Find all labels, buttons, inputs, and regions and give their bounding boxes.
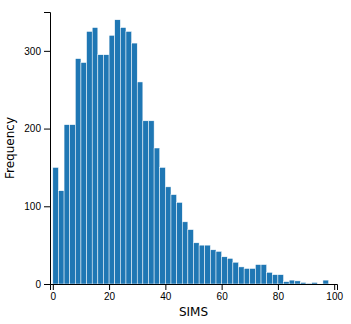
bar [75, 59, 81, 284]
bar [165, 187, 171, 284]
bar [284, 282, 290, 284]
bar [278, 275, 284, 284]
y-axis-line [44, 13, 51, 285]
bar [312, 282, 318, 284]
bar [199, 245, 205, 284]
y-tick-label: 100 [24, 201, 41, 212]
bar [300, 282, 306, 284]
bar [132, 43, 138, 284]
bar [58, 191, 64, 284]
x-tick-label: 80 [273, 291, 285, 302]
y-tick-mark [44, 206, 50, 207]
bar [98, 55, 104, 284]
bar [143, 121, 149, 284]
bar [306, 283, 312, 284]
y-tick: 100 [24, 201, 50, 212]
bar [233, 262, 239, 284]
y-axis: 0 100 200 300 [24, 13, 50, 290]
y-tick: 300 [24, 46, 50, 57]
x-tick: 0 [51, 284, 57, 302]
chart: 0 20 40 60 80 100 0 100 200 300 SIMS Frequency [0, 0, 351, 324]
bar [250, 268, 256, 284]
x-tick-mark [278, 284, 279, 290]
bar [210, 250, 216, 284]
bar [70, 125, 76, 284]
bar [222, 257, 228, 284]
x-axis: 0 20 40 60 80 100 [51, 284, 344, 302]
x-tick-mark [109, 284, 110, 290]
bar [64, 125, 70, 284]
bar [194, 243, 200, 284]
x-axis-title: SIMS [179, 305, 208, 319]
bar [120, 28, 126, 284]
bar [137, 82, 143, 284]
bars [53, 20, 329, 284]
bar [261, 265, 267, 284]
bar [87, 31, 93, 284]
bar [154, 148, 160, 284]
y-tick-label: 200 [24, 123, 41, 134]
bar [227, 258, 233, 284]
x-axis-line [51, 285, 338, 291]
y-tick: 0 [35, 279, 50, 290]
y-tick-mark [44, 51, 50, 52]
bar [239, 267, 245, 284]
bar [216, 251, 222, 284]
x-tick-label: 20 [104, 291, 116, 302]
y-tick-label: 0 [35, 279, 41, 290]
y-tick-mark [44, 284, 50, 285]
x-tick: 60 [217, 284, 229, 302]
bar [188, 230, 194, 284]
x-tick-mark [165, 284, 166, 290]
x-tick-label: 60 [217, 291, 229, 302]
x-tick: 20 [104, 284, 116, 302]
bar [177, 202, 183, 284]
bar [205, 245, 211, 284]
y-tick: 200 [24, 123, 50, 134]
bar [148, 121, 154, 284]
bar [317, 284, 323, 285]
bar [267, 272, 273, 284]
y-tick-mark [44, 129, 50, 130]
x-tick-label: 100 [326, 291, 343, 302]
bar [182, 222, 188, 284]
bar [103, 55, 109, 284]
bar [255, 265, 261, 284]
bar [126, 31, 132, 284]
x-tick-label: 0 [51, 291, 57, 302]
bar [92, 28, 98, 284]
bar [109, 35, 115, 284]
y-axis-title: Frequency [3, 117, 17, 179]
x-tick-mark [53, 284, 54, 290]
bar [244, 268, 250, 284]
bar [295, 281, 301, 284]
x-tick: 100 [326, 284, 343, 302]
x-tick-mark [334, 284, 335, 290]
x-tick-label: 40 [160, 291, 172, 302]
bar [81, 63, 87, 284]
plot-area: 0 20 40 60 80 100 0 100 200 300 [24, 13, 343, 303]
bar [115, 20, 121, 284]
bar [323, 280, 329, 284]
bar [53, 167, 59, 284]
bar [289, 280, 295, 284]
bar [272, 275, 278, 284]
x-tick: 80 [273, 284, 285, 302]
y-tick-label: 300 [24, 46, 41, 57]
x-tick-mark [222, 284, 223, 290]
bar [171, 195, 177, 284]
bar [160, 167, 166, 284]
x-tick: 40 [160, 284, 172, 302]
